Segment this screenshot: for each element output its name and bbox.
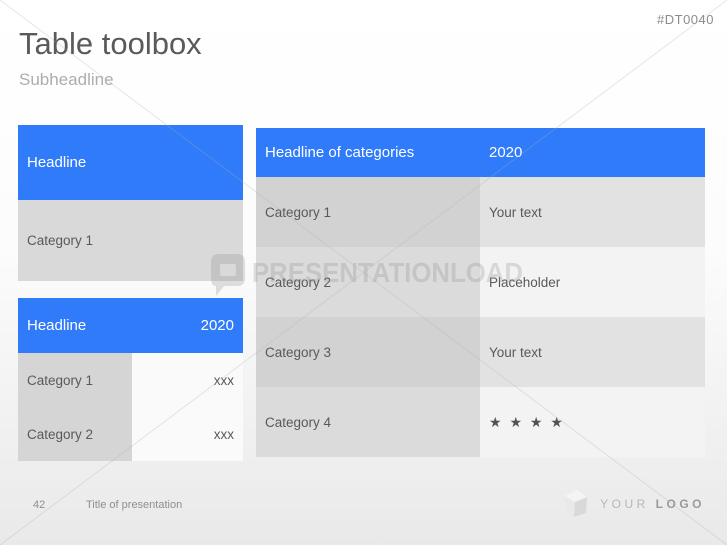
row-label: Category 2	[18, 407, 132, 461]
row-label: Category 1	[18, 353, 132, 407]
table1-header-label: Headline	[27, 154, 87, 171]
table-row: Category 3 Your text	[256, 317, 705, 387]
table-headline-year: Headline 2020 Category 1 xxx Category 2 …	[18, 298, 243, 461]
logo-text: YOUR LOGO	[600, 497, 705, 511]
table-categories: Headline of categories 2020 Category 1 Y…	[256, 128, 705, 457]
table2-header-label: Headline	[27, 317, 87, 334]
table3-header: Headline of categories 2020	[256, 128, 705, 177]
table-row: Category 1 xxx	[18, 353, 243, 407]
table-row: Category 1	[18, 200, 243, 281]
table3-header-label: Headline of categories	[265, 144, 415, 161]
logo-word-logo: LOGO	[655, 496, 705, 511]
table2-header: Headline 2020	[18, 298, 243, 353]
table-row: Category 1 Your text	[256, 177, 705, 247]
template-code: #DT0040	[657, 12, 714, 27]
page-subtitle: Subheadline	[19, 70, 114, 89]
table3-header-year: 2020	[489, 144, 523, 161]
row-value: Your text	[480, 317, 705, 387]
slide-number: 42	[33, 499, 46, 511]
row-label: Category 3	[256, 317, 480, 387]
logo-word-your: YOUR	[600, 496, 649, 511]
table-headline-only: Headline Category 1	[18, 125, 243, 281]
cube-logo-icon	[565, 490, 588, 517]
row-value: xxx	[132, 353, 243, 407]
table-row: Category 4 ★ ★ ★ ★	[256, 387, 705, 457]
star-rating: ★ ★ ★ ★	[480, 387, 705, 457]
row-value: xxx	[132, 407, 243, 461]
row-value: Your text	[480, 177, 705, 247]
row-label: Category 4	[256, 387, 480, 457]
table-row: Category 2 xxx	[18, 407, 243, 461]
page-title: Table toolbox	[19, 26, 202, 61]
row-value: Placeholder	[480, 247, 705, 317]
logo-placeholder: YOUR LOGO	[561, 488, 705, 519]
table1-row-label: Category 1	[27, 233, 94, 248]
table-row: Category 2 Placeholder	[256, 247, 705, 317]
row-label: Category 2	[256, 247, 480, 317]
table2-header-year: 2020	[200, 317, 234, 334]
table1-header: Headline	[18, 125, 243, 200]
row-label: Category 1	[256, 177, 480, 247]
presentation-title: Title of presentation	[86, 499, 183, 511]
